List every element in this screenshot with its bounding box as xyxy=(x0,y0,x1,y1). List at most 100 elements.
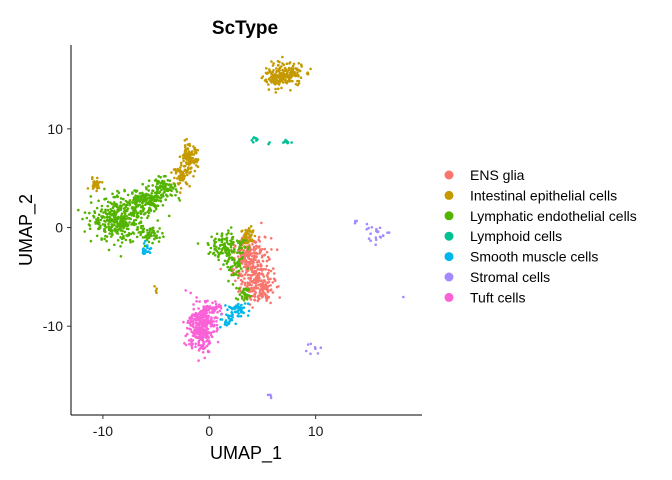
data-point xyxy=(230,311,233,314)
data-point xyxy=(249,276,253,280)
data-point xyxy=(129,232,133,236)
data-point xyxy=(213,243,216,247)
data-point xyxy=(228,253,232,256)
data-point xyxy=(297,62,301,65)
data-point xyxy=(238,251,241,254)
data-point xyxy=(249,225,253,228)
data-point xyxy=(156,219,159,222)
data-point xyxy=(103,223,107,226)
data-point xyxy=(240,306,244,310)
data-point xyxy=(271,70,275,74)
data-point xyxy=(115,195,119,198)
data-point xyxy=(216,340,220,344)
data-point xyxy=(192,321,195,325)
data-point xyxy=(229,246,233,249)
data-point xyxy=(264,268,268,271)
data-point xyxy=(236,261,239,264)
data-point xyxy=(240,246,243,250)
data-point xyxy=(162,175,166,178)
data-point xyxy=(193,146,197,150)
data-point xyxy=(100,181,104,184)
data-point xyxy=(210,235,213,239)
data-point xyxy=(203,299,207,303)
data-point xyxy=(166,179,170,182)
data-point xyxy=(273,272,276,275)
series-0-points xyxy=(219,221,282,309)
data-point xyxy=(100,204,104,208)
data-point xyxy=(184,150,188,153)
data-point xyxy=(104,234,107,238)
data-point xyxy=(254,284,258,288)
data-point xyxy=(157,240,161,243)
data-point xyxy=(244,241,248,245)
data-point xyxy=(260,221,263,225)
data-point xyxy=(191,342,194,346)
data-point xyxy=(158,196,161,200)
data-point xyxy=(188,156,191,159)
data-point xyxy=(242,311,245,315)
data-point xyxy=(185,173,189,177)
data-point xyxy=(123,230,127,234)
data-point xyxy=(116,222,119,226)
data-point xyxy=(122,197,125,201)
data-point xyxy=(195,300,198,303)
data-point xyxy=(126,207,130,210)
data-point xyxy=(83,211,87,214)
data-point xyxy=(248,250,252,253)
data-point xyxy=(194,319,198,322)
data-point xyxy=(251,306,254,309)
data-point xyxy=(186,321,190,325)
data-point xyxy=(267,83,270,86)
data-point xyxy=(206,305,210,308)
data-point xyxy=(265,250,269,254)
data-point xyxy=(174,193,177,197)
data-point xyxy=(225,262,229,265)
data-point xyxy=(196,148,199,152)
data-point xyxy=(163,190,166,194)
data-point xyxy=(173,176,176,180)
data-point xyxy=(229,239,232,242)
data-point xyxy=(123,189,126,193)
data-point xyxy=(125,209,129,213)
data-point xyxy=(155,198,159,201)
data-point xyxy=(89,239,93,243)
data-point xyxy=(230,256,234,259)
data-point xyxy=(170,194,173,197)
data-point xyxy=(161,184,164,188)
data-point xyxy=(200,344,204,348)
data-point xyxy=(188,171,191,175)
data-point xyxy=(190,346,194,350)
data-point xyxy=(158,227,161,230)
data-point xyxy=(214,300,217,303)
data-point xyxy=(241,251,244,254)
data-point xyxy=(215,326,219,330)
data-point xyxy=(120,212,124,215)
data-point xyxy=(189,324,193,327)
data-point xyxy=(223,323,227,326)
data-point xyxy=(223,259,227,263)
data-point xyxy=(178,199,182,202)
data-point xyxy=(286,79,290,83)
data-point xyxy=(197,323,201,326)
data-point xyxy=(237,312,240,315)
data-point xyxy=(188,321,192,325)
data-point xyxy=(147,240,151,244)
data-point xyxy=(197,359,200,362)
data-point xyxy=(145,250,149,254)
legend-key xyxy=(444,272,454,282)
data-point xyxy=(273,78,277,82)
data-point xyxy=(262,267,266,271)
data-point xyxy=(287,68,291,72)
data-point xyxy=(316,352,320,355)
data-point xyxy=(155,194,158,197)
data-point xyxy=(132,223,136,227)
data-point xyxy=(148,227,152,231)
data-point xyxy=(182,159,185,163)
data-point xyxy=(178,171,182,174)
data-point xyxy=(260,255,264,259)
data-point xyxy=(259,263,263,266)
legend-label: Lymphatic endothelial cells xyxy=(470,208,637,224)
data-point xyxy=(374,236,378,239)
data-point xyxy=(144,203,147,207)
data-point xyxy=(128,199,132,202)
